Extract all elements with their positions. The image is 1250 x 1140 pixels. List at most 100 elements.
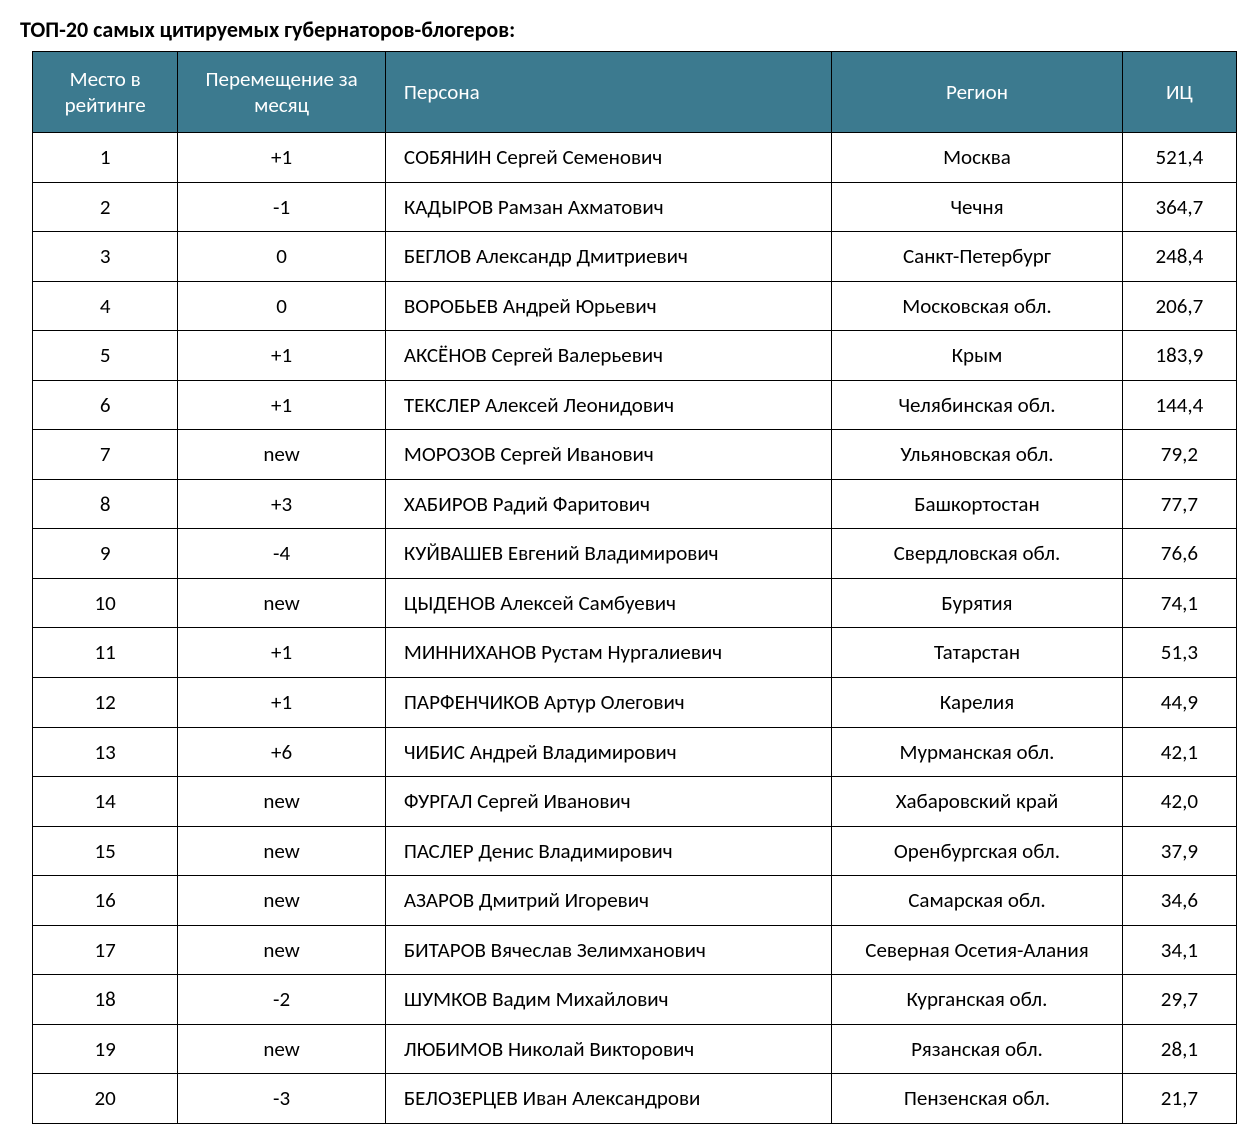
- cell-move: +1: [178, 678, 386, 728]
- table-header: Место в рейтинге Перемещение за месяц Пе…: [33, 52, 1237, 133]
- cell-region: Башкортостан: [832, 479, 1123, 529]
- table-body: 1+1СОБЯНИН Сергей СеменовичМосква521,42-…: [33, 133, 1237, 1124]
- cell-person: БЕГЛОВ Александр Дмитриевич: [385, 232, 831, 282]
- col-header-rank: Место в рейтинге: [33, 52, 178, 133]
- cell-person: КАДЫРОВ Рамзан Ахматович: [385, 182, 831, 232]
- cell-score: 76,6: [1122, 529, 1236, 579]
- cell-region: Оренбургская обл.: [832, 826, 1123, 876]
- cell-region: Рязанская обл.: [832, 1024, 1123, 1074]
- cell-region: Чечня: [832, 182, 1123, 232]
- cell-person: ТЕКСЛЕР Алексей Леонидович: [385, 380, 831, 430]
- table-row: 15newПАСЛЕР Денис ВладимировичОренбургск…: [33, 826, 1237, 876]
- cell-region: Курганская обл.: [832, 975, 1123, 1025]
- cell-move: +1: [178, 331, 386, 381]
- cell-rank: 5: [33, 331, 178, 381]
- table-row: 14newФУРГАЛ Сергей ИвановичХабаровский к…: [33, 777, 1237, 827]
- cell-move: -1: [178, 182, 386, 232]
- cell-move: new: [178, 826, 386, 876]
- cell-move: +1: [178, 628, 386, 678]
- table-row: 19newЛЮБИМОВ Николай ВикторовичРязанская…: [33, 1024, 1237, 1074]
- cell-score: 144,4: [1122, 380, 1236, 430]
- cell-score: 79,2: [1122, 430, 1236, 480]
- cell-move: 0: [178, 232, 386, 282]
- cell-score: 74,1: [1122, 578, 1236, 628]
- table-row: 18-2ШУМКОВ Вадим МихайловичКурганская об…: [33, 975, 1237, 1025]
- table-row: 40ВОРОБЬЕВ Андрей ЮрьевичМосковская обл.…: [33, 281, 1237, 331]
- cell-score: 28,1: [1122, 1024, 1236, 1074]
- cell-rank: 13: [33, 727, 178, 777]
- cell-score: 51,3: [1122, 628, 1236, 678]
- cell-rank: 1: [33, 133, 178, 183]
- cell-person: ЧИБИС Андрей Владимирович: [385, 727, 831, 777]
- cell-region: Самарская обл.: [832, 876, 1123, 926]
- cell-move: -4: [178, 529, 386, 579]
- cell-score: 42,1: [1122, 727, 1236, 777]
- cell-move: new: [178, 578, 386, 628]
- cell-rank: 2: [33, 182, 178, 232]
- page-title: ТОП-20 самых цитируемых губернаторов-бло…: [20, 16, 1230, 43]
- table-row: 16newАЗАРОВ Дмитрий ИгоревичСамарская об…: [33, 876, 1237, 926]
- col-header-person: Персона: [385, 52, 831, 133]
- cell-score: 206,7: [1122, 281, 1236, 331]
- cell-person: ХАБИРОВ Радий Фаритович: [385, 479, 831, 529]
- cell-rank: 7: [33, 430, 178, 480]
- cell-person: ШУМКОВ Вадим Михайлович: [385, 975, 831, 1025]
- cell-rank: 9: [33, 529, 178, 579]
- table-row: 7newМОРОЗОВ Сергей ИвановичУльяновская о…: [33, 430, 1237, 480]
- cell-region: Хабаровский край: [832, 777, 1123, 827]
- cell-score: 21,7: [1122, 1074, 1236, 1124]
- cell-move: +6: [178, 727, 386, 777]
- cell-person: БЕЛОЗЕРЦЕВ Иван Александрови: [385, 1074, 831, 1124]
- table-row: 8+3ХАБИРОВ Радий ФаритовичБашкортостан77…: [33, 479, 1237, 529]
- cell-region: Карелия: [832, 678, 1123, 728]
- cell-move: +3: [178, 479, 386, 529]
- cell-region: Санкт-Петербург: [832, 232, 1123, 282]
- cell-person: КУЙВАШЕВ Евгений Владимирович: [385, 529, 831, 579]
- cell-score: 364,7: [1122, 182, 1236, 232]
- cell-move: +1: [178, 133, 386, 183]
- cell-move: new: [178, 1024, 386, 1074]
- cell-rank: 18: [33, 975, 178, 1025]
- cell-move: new: [178, 925, 386, 975]
- cell-rank: 11: [33, 628, 178, 678]
- cell-rank: 19: [33, 1024, 178, 1074]
- cell-region: Свердловская обл.: [832, 529, 1123, 579]
- table-row: 13+6ЧИБИС Андрей ВладимировичМурманская …: [33, 727, 1237, 777]
- cell-rank: 20: [33, 1074, 178, 1124]
- cell-score: 42,0: [1122, 777, 1236, 827]
- cell-person: ПАСЛЕР Денис Владимирович: [385, 826, 831, 876]
- cell-move: -3: [178, 1074, 386, 1124]
- cell-region: Северная Осетия-Алания: [832, 925, 1123, 975]
- cell-rank: 3: [33, 232, 178, 282]
- cell-person: МИННИХАНОВ Рустам Нургалиевич: [385, 628, 831, 678]
- cell-rank: 17: [33, 925, 178, 975]
- cell-region: Бурятия: [832, 578, 1123, 628]
- cell-score: 29,7: [1122, 975, 1236, 1025]
- col-header-region: Регион: [832, 52, 1123, 133]
- table-row: 6+1ТЕКСЛЕР Алексей ЛеонидовичЧелябинская…: [33, 380, 1237, 430]
- cell-person: ПАРФЕНЧИКОВ Артур Олегович: [385, 678, 831, 728]
- table-row: 1+1СОБЯНИН Сергей СеменовичМосква521,4: [33, 133, 1237, 183]
- col-header-score: ИЦ: [1122, 52, 1236, 133]
- cell-score: 183,9: [1122, 331, 1236, 381]
- cell-rank: 12: [33, 678, 178, 728]
- cell-move: new: [178, 876, 386, 926]
- table-row: 30БЕГЛОВ Александр ДмитриевичСанкт-Петер…: [33, 232, 1237, 282]
- table-row: 11+1МИННИХАНОВ Рустам НургалиевичТатарст…: [33, 628, 1237, 678]
- col-header-move: Перемещение за месяц: [178, 52, 386, 133]
- cell-move: -2: [178, 975, 386, 1025]
- cell-person: АКСЁНОВ Сергей Валерьевич: [385, 331, 831, 381]
- cell-region: Мурманская обл.: [832, 727, 1123, 777]
- cell-score: 44,9: [1122, 678, 1236, 728]
- cell-rank: 10: [33, 578, 178, 628]
- cell-rank: 14: [33, 777, 178, 827]
- table-row: 9-4КУЙВАШЕВ Евгений ВладимировичСвердлов…: [33, 529, 1237, 579]
- table-row: 17newБИТАРОВ Вячеслав ЗелимхановичСеверн…: [33, 925, 1237, 975]
- cell-person: ВОРОБЬЕВ Андрей Юрьевич: [385, 281, 831, 331]
- ranking-table: Место в рейтинге Перемещение за месяц Пе…: [32, 51, 1237, 1124]
- cell-rank: 4: [33, 281, 178, 331]
- cell-person: ЛЮБИМОВ Николай Викторович: [385, 1024, 831, 1074]
- cell-region: Москва: [832, 133, 1123, 183]
- table-row: 5+1АКСЁНОВ Сергей ВалерьевичКрым183,9: [33, 331, 1237, 381]
- cell-person: МОРОЗОВ Сергей Иванович: [385, 430, 831, 480]
